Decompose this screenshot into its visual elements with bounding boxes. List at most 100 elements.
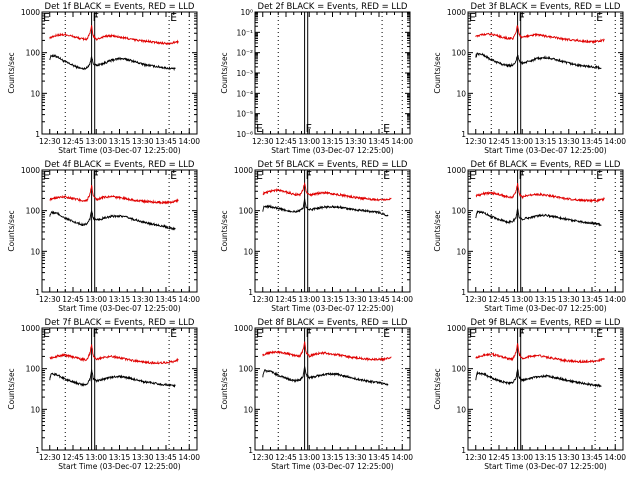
x-tick-label: 12:45 [275, 295, 297, 304]
flag-e-0: E [256, 169, 263, 182]
y-tick-label: 10 [30, 89, 40, 98]
x-tick-label: 13:15 [109, 137, 131, 146]
y-tick-label: 100 [452, 49, 467, 58]
x-tick-label: 13:30 [132, 137, 154, 146]
y-tick-label: 1000 [234, 166, 253, 175]
y-tick-label: 100 [452, 207, 467, 216]
flag-f-1: F [519, 327, 525, 340]
flag-f-1: F [306, 122, 312, 135]
x-tick-label: 12:30 [465, 295, 487, 304]
flag-e-2: E [170, 169, 177, 182]
series-events-line [475, 52, 602, 70]
x-tick-label: 12:45 [488, 295, 510, 304]
flag-f-1: F [519, 169, 525, 182]
x-tick-label: 14:00 [391, 453, 413, 462]
x-tick-label: 14:00 [604, 137, 626, 146]
x-tick-label: 13:15 [535, 137, 557, 146]
x-tick-label: 13:45 [368, 453, 390, 462]
y-tick-label: 1000 [447, 324, 466, 333]
y-tick-label: 100 [26, 365, 41, 374]
x-axis-label: Start Time (03-Dec-07 12:25:00) [58, 304, 180, 313]
x-tick-label: 13:00 [511, 137, 533, 146]
x-tick-label: 13:15 [109, 453, 131, 462]
y-tick-label: 1000 [234, 324, 253, 333]
y-tick-label: 10⁻⁶ [236, 130, 253, 139]
series-events-line [49, 210, 176, 231]
y-axis-label: Counts/sec [7, 52, 16, 93]
y-tick-label: 100 [239, 207, 254, 216]
flag-e-2: E [596, 169, 603, 182]
y-tick-label: 1000 [21, 324, 40, 333]
x-tick-label: 12:45 [488, 453, 510, 462]
flag-f-1: F [93, 169, 99, 182]
y-tick-label: 1000 [447, 8, 466, 17]
x-tick-label: 13:15 [322, 453, 344, 462]
series-lld-line [475, 343, 605, 364]
panel-title: Det 3f BLACK = Events, RED = LLD [471, 2, 621, 12]
y-axis-label: Counts/sec [433, 210, 442, 251]
flag-e-2: E [383, 327, 390, 340]
flag-f-1: F [306, 169, 312, 182]
x-tick-label: 12:45 [488, 137, 510, 146]
y-tick-label: 10 [456, 247, 466, 256]
y-tick-label: 100 [26, 49, 41, 58]
y-tick-label: 1 [35, 130, 40, 139]
y-axis-label: Counts/sec [433, 52, 442, 93]
y-tick-label: 10 [30, 247, 40, 256]
flag-f-1: F [306, 327, 312, 340]
flag-e-0: E [256, 122, 263, 135]
flag-f-1: F [93, 327, 99, 340]
y-axis-label: Counts/sec [220, 210, 229, 251]
series-events-line [262, 198, 389, 217]
x-tick-label: 13:00 [85, 295, 107, 304]
panel-title: Det 7f BLACK = Events, RED = LLD [45, 318, 195, 328]
y-tick-label: 1000 [21, 8, 40, 17]
flag-e-2: E [170, 11, 177, 24]
panel-title: Det 5f BLACK = Events, RED = LLD [258, 160, 408, 170]
x-axis-label: Start Time (03-Dec-07 12:25:00) [484, 304, 606, 313]
x-tick-label: 12:45 [62, 137, 84, 146]
y-axis-label: Counts/sec [433, 368, 442, 409]
flag-e-0: E [256, 327, 263, 340]
y-tick-label: 1 [248, 288, 253, 297]
flag-e-0: E [469, 169, 476, 182]
x-tick-label: 13:30 [558, 453, 580, 462]
y-tick-label: 1 [248, 446, 253, 455]
x-tick-label: 14:00 [391, 137, 413, 146]
x-tick-label: 12:30 [39, 295, 61, 304]
series-lld-line [475, 25, 605, 45]
x-tick-label: 14:00 [178, 295, 200, 304]
y-tick-label: 1 [461, 130, 466, 139]
series-lld-line [49, 344, 179, 365]
x-tick-label: 12:30 [465, 137, 487, 146]
panel-title: Det 6f BLACK = Events, RED = LLD [471, 160, 621, 170]
x-tick-label: 13:15 [535, 453, 557, 462]
y-tick-label: 10⁻¹ [236, 28, 253, 37]
series-lld-line [475, 183, 605, 204]
x-axis-label: Start Time (03-Dec-07 12:25:00) [58, 462, 180, 471]
flag-f-1: F [519, 11, 525, 24]
panel-det-9f: Det 9f BLACK = Events, RED = LLD 1000 100 1… [433, 318, 626, 471]
x-tick-label: 13:45 [155, 137, 177, 146]
y-tick-label: 10⁻³ [236, 69, 253, 78]
x-axis-label: Start Time (03-Dec-07 12:25:00) [271, 146, 393, 155]
panel-det-2f: Det 2f BLACK = Events, RED = LLD 10⁻⁶ 10⁻⁵… [220, 2, 413, 155]
series-events-line [262, 366, 389, 387]
y-tick-label: 100 [452, 365, 467, 374]
series-events-line [475, 367, 602, 388]
x-tick-label: 13:30 [558, 295, 580, 304]
y-tick-label: 1000 [21, 166, 40, 175]
x-axis-label: Start Time (03-Dec-07 12:25:00) [484, 462, 606, 471]
flag-e-2: E [596, 327, 603, 340]
series-lld-line [49, 184, 179, 205]
flag-e-0: E [43, 11, 50, 24]
y-tick-label: 100 [26, 207, 41, 216]
series-events-line [49, 53, 176, 72]
x-tick-label: 13:00 [298, 453, 320, 462]
panel-det-4f: Det 4f BLACK = Events, RED = LLD 1000 100 1… [7, 160, 200, 313]
flag-e-2: E [596, 11, 603, 24]
x-tick-label: 13:45 [368, 137, 390, 146]
flag-e-0: E [43, 169, 50, 182]
x-tick-label: 13:30 [132, 295, 154, 304]
y-tick-label: 10⁻⁵ [236, 110, 253, 119]
